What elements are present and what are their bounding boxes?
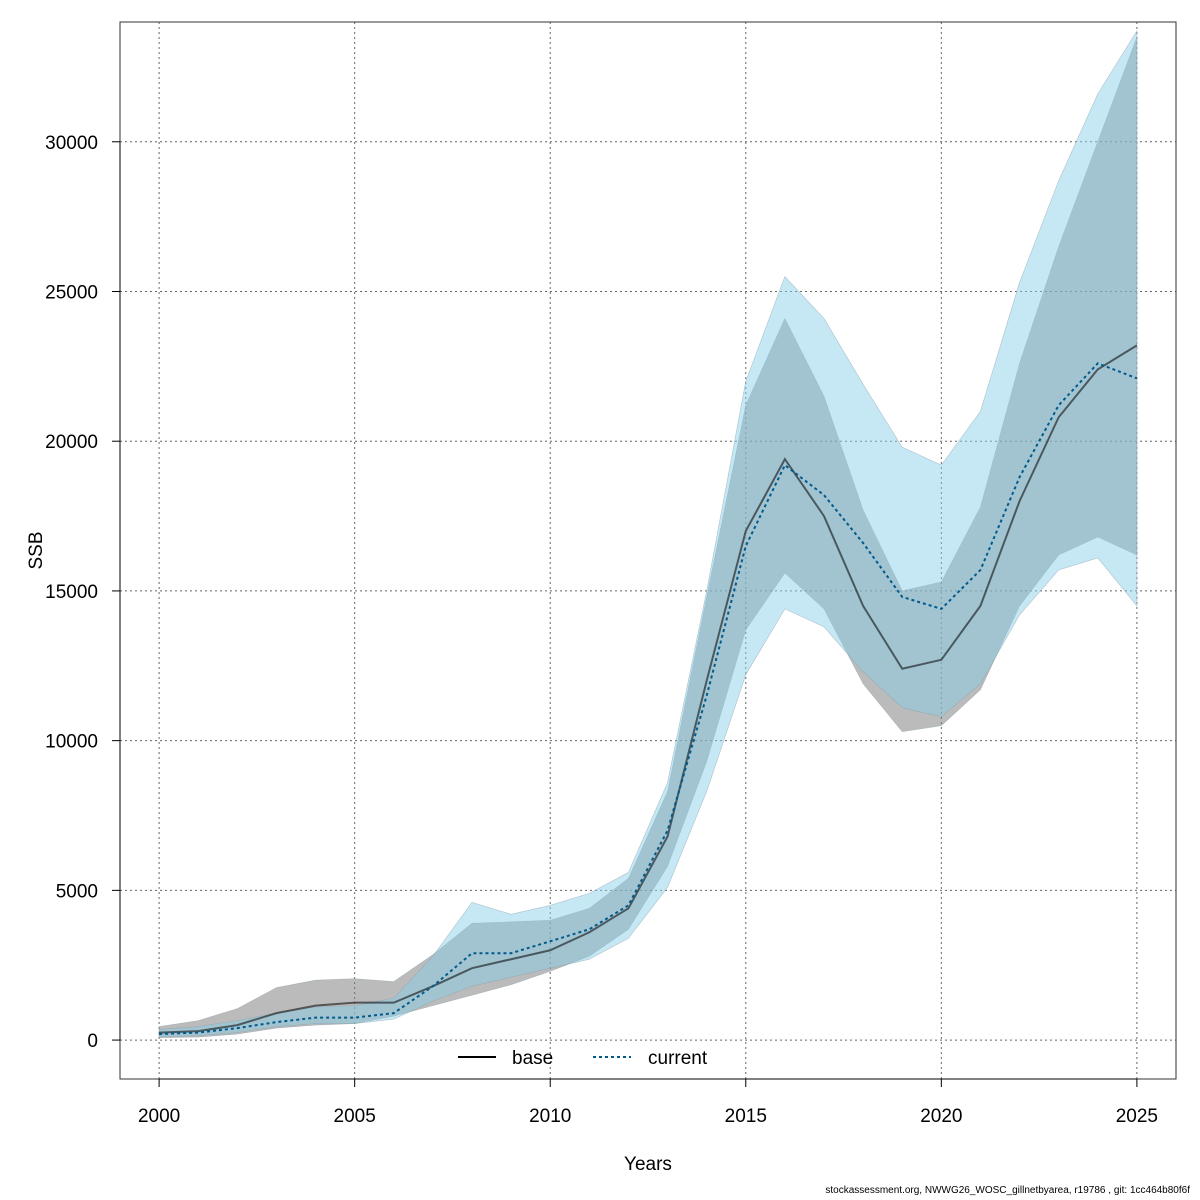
x-tick-label: 2020 (920, 1106, 962, 1127)
x-tick-label: 2010 (529, 1106, 571, 1127)
series-lines (159, 344, 1138, 1036)
y-tick-label: 0 (87, 1031, 98, 1052)
x-tick-label: 2000 (138, 1106, 180, 1127)
series-line-base (159, 344, 1138, 1034)
footer-credit: stockassessment.org, NWWG26_WOSC_gillnet… (825, 1185, 1190, 1196)
legend-label-current: current (648, 1048, 708, 1069)
confidence-bands (158, 29, 1138, 1038)
legend-label-base: base (512, 1048, 553, 1069)
band-current (158, 29, 1138, 1038)
series-line-current (159, 362, 1138, 1036)
legend: base current (458, 1048, 708, 1069)
x-axis-label: Years (624, 1154, 672, 1175)
x-tick-label: 2005 (334, 1106, 376, 1127)
y-tick-label: 20000 (45, 432, 98, 453)
y-tick-label: 5000 (56, 881, 98, 902)
y-tick-label: 30000 (45, 133, 98, 154)
y-tick-label: 25000 (45, 282, 98, 303)
y-axis-label: SSB (26, 531, 47, 569)
y-tick-label: 15000 (45, 582, 98, 603)
y-axis: 0 5000 10000 15000 20000 25000 30000 (45, 133, 121, 1052)
y-tick-label: 10000 (45, 732, 98, 753)
x-tick-label: 2015 (725, 1106, 767, 1127)
x-axis: 2000 2005 2010 2015 2020 2025 (138, 1078, 1158, 1127)
grid (120, 22, 1176, 1079)
x-tick-label: 2025 (1116, 1106, 1158, 1127)
